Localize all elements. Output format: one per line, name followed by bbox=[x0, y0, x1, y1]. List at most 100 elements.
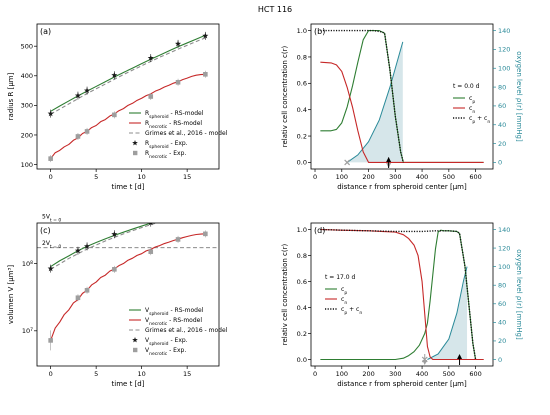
series-line-spheroid bbox=[50, 223, 154, 268]
x-tick-label: 0 bbox=[313, 370, 317, 378]
y2-tick-label: 80 bbox=[498, 282, 506, 290]
data-point-square bbox=[148, 94, 154, 99]
y2-tick-label: 140 bbox=[498, 226, 510, 234]
y-tick-label: 0.4 bbox=[297, 106, 307, 114]
x-tick-label: 300 bbox=[389, 370, 401, 378]
series-line-necrotic bbox=[320, 61, 484, 163]
legend-entry-label: Rnecrotic - Exp. bbox=[145, 150, 186, 160]
y-tick-label: 200 bbox=[21, 131, 33, 139]
x-tick-label: 300 bbox=[389, 173, 401, 181]
data-point-square bbox=[175, 79, 181, 85]
y-tick-label: 500 bbox=[21, 42, 33, 50]
x-tick-label: 400 bbox=[416, 370, 428, 378]
y2-axis-label: oxygen level ρ(r) [mmHg] bbox=[515, 51, 523, 142]
data-point-square bbox=[112, 112, 117, 118]
x-tick-label: 200 bbox=[362, 173, 374, 181]
data-point-star bbox=[47, 265, 54, 272]
y-tick-label: 300 bbox=[21, 102, 33, 110]
legend-entry-label: Vnecrotic - RS-model bbox=[145, 317, 202, 327]
time-annotation: t = 17.0 d bbox=[325, 274, 355, 281]
x-tick-label: 15 bbox=[183, 370, 191, 378]
axes-frame bbox=[36, 222, 220, 367]
y-tick-label: 1.0 bbox=[297, 27, 307, 35]
x-tick-label: 100 bbox=[336, 370, 348, 378]
oxygen-line bbox=[346, 41, 404, 163]
y-tick-label: 0.8 bbox=[297, 252, 307, 260]
arrow-black-icon bbox=[386, 157, 392, 162]
series-line-sum bbox=[320, 228, 477, 360]
panel-label: (d) bbox=[314, 226, 325, 235]
data-point-star bbox=[148, 223, 153, 226]
y2-tick-label: 0 bbox=[498, 159, 502, 167]
y2-tick-label: 100 bbox=[498, 65, 510, 73]
data-point-square bbox=[84, 129, 90, 134]
y-tick-label: 0.8 bbox=[297, 53, 307, 61]
y-tick-label: 0.4 bbox=[297, 304, 307, 312]
legend-entry-label: Grimes et al., 2016 - model bbox=[145, 130, 228, 137]
y2-tick-label: 20 bbox=[498, 337, 506, 345]
data-point-star bbox=[202, 206, 208, 212]
legend-entry-label: Vspheroid - Exp. bbox=[145, 337, 188, 347]
y2-tick-label: 60 bbox=[498, 300, 506, 308]
plot-area-b bbox=[320, 29, 484, 163]
data-point-square bbox=[112, 267, 117, 272]
legend-entry-label: cp + cn bbox=[341, 306, 362, 316]
y-tick-label: 1.0 bbox=[297, 226, 307, 234]
oxygen-line bbox=[427, 266, 468, 360]
y-axis-label: relativ cell concentration c(r) bbox=[281, 45, 289, 147]
y2-tick-label: 100 bbox=[498, 263, 510, 271]
x-tick-label: 600 bbox=[469, 173, 481, 181]
y-tick-label: 0.0 bbox=[297, 159, 307, 167]
panel-label: (a) bbox=[40, 27, 51, 36]
x-axis-label: time t [d] bbox=[112, 380, 145, 388]
data-point-star bbox=[175, 40, 182, 47]
legend-star-icon bbox=[132, 140, 138, 146]
panel-label: (c) bbox=[40, 226, 51, 235]
plot-area-c bbox=[37, 206, 219, 351]
data-point-star bbox=[147, 54, 154, 61]
y-tick-label: 0.6 bbox=[297, 80, 307, 88]
panel-a: 0 5 10 15 100 200 300 400 500 time t [d] radius R … bbox=[7, 23, 228, 191]
legend-entry-label: cn bbox=[469, 105, 475, 115]
legend-entry-label: cp bbox=[341, 286, 347, 296]
x-tick-label: 500 bbox=[443, 370, 455, 378]
data-point-star bbox=[111, 231, 118, 237]
x-tick-label: 10 bbox=[138, 173, 146, 181]
y2-tick-label: 120 bbox=[498, 244, 510, 252]
y2-tick-label: 140 bbox=[498, 27, 510, 35]
y-tick-label: 108 bbox=[22, 259, 33, 268]
legend-entry-label: cn bbox=[341, 296, 347, 306]
y-tick-label: 400 bbox=[21, 72, 33, 80]
arrow-gray-icon bbox=[422, 360, 428, 365]
data-point-star bbox=[175, 212, 181, 218]
legend-entry-label: Vnecrotic - Exp. bbox=[145, 347, 186, 357]
series-line-grimes bbox=[50, 37, 206, 115]
axes-frame bbox=[36, 23, 220, 170]
series-line-spheroid bbox=[50, 34, 206, 112]
legend-square-icon bbox=[133, 347, 138, 353]
y2-tick-label: 20 bbox=[498, 140, 506, 148]
figure-title: HCT 116 bbox=[258, 5, 292, 14]
x-axis-label: distance r from spheroid center [μm] bbox=[337, 380, 467, 388]
legend-entry-label: cp + cn bbox=[469, 115, 490, 125]
x-tick-label: 100 bbox=[336, 173, 348, 181]
data-point-star bbox=[74, 92, 81, 99]
panel-d: 0 100 200 300 400 500 600 0.0 0.2 0.4 0.6 0.8 1.0 0 20… bbox=[281, 222, 523, 388]
hline-label-1: 2Vt = 0 bbox=[42, 240, 61, 250]
data-point-square bbox=[148, 249, 154, 254]
legend-entry-label: Rspheroid - RS-model bbox=[145, 110, 204, 120]
data-point-square bbox=[203, 72, 208, 77]
x-tick-label: 5 bbox=[94, 370, 98, 378]
y2-tick-label: 40 bbox=[498, 121, 506, 129]
x-tick-label: 600 bbox=[469, 370, 481, 378]
data-point-star bbox=[84, 243, 91, 249]
legend-entry-label: Vspheroid - RS-model bbox=[145, 307, 204, 317]
y-tick-label: 0.2 bbox=[297, 330, 307, 338]
panel-b: 0 100 200 300 400 500 600 0.0 0.2 0.4 0.6 0.8 1.0 0 20… bbox=[281, 23, 523, 191]
y2-tick-label: 40 bbox=[498, 319, 506, 327]
